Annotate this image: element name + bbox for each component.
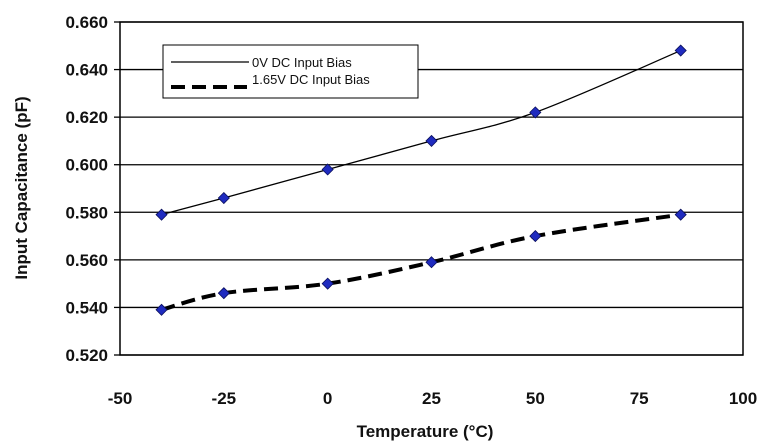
data-point-marker — [217, 287, 230, 300]
data-point-marker — [217, 191, 230, 205]
x-tick-labels: -50 -25 0 25 50 75 100 — [108, 389, 757, 408]
data-point-marker — [155, 208, 168, 221]
data-point-marker — [321, 277, 334, 290]
data-point-marker — [674, 208, 687, 221]
y-tick-label: 0.580 — [65, 203, 108, 222]
series-line-dashed — [161, 212, 681, 312]
data-point-marker — [425, 256, 438, 269]
y-tick-label: 0.520 — [65, 346, 108, 365]
legend-box — [162, 44, 419, 99]
plot-frame — [119, 21, 744, 356]
data-point-marker — [155, 303, 168, 316]
data-point-marker — [674, 44, 687, 57]
x-tick-label: 100 — [729, 389, 757, 408]
y-tick-label: 0.540 — [65, 298, 108, 317]
x-tick-label: 0 — [323, 389, 332, 408]
markers-group — [155, 44, 687, 316]
data-point-marker — [321, 163, 334, 176]
x-tick-label: 25 — [422, 389, 441, 408]
x-tick-label: -50 — [108, 389, 133, 408]
y-tick-label: 0.560 — [65, 251, 108, 270]
x-tick-label: 50 — [526, 389, 545, 408]
data-point-marker — [425, 134, 438, 147]
y-tick-label: 0.640 — [65, 61, 108, 80]
y-axis-title: Input Capacitance (pF) — [12, 96, 31, 279]
legend-label-0v: 0V DC Input Bias — [252, 55, 352, 70]
legend: 0V DC Input Bias 1.65V DC Input Bias — [162, 44, 419, 99]
y-tick-label: 0.620 — [65, 108, 108, 127]
data-point-marker — [529, 230, 542, 243]
y-tick-labels: 0.520 0.540 0.560 0.580 0.600 0.620 0.640 0.660 — [65, 13, 108, 365]
x-tick-label: 75 — [630, 389, 649, 408]
y-tick-label: 0.660 — [65, 13, 108, 32]
y-tick-label: 0.600 — [65, 156, 108, 175]
data-point-marker — [529, 106, 542, 119]
x-tick-label: -25 — [212, 389, 237, 408]
x-axis-title: Temperature (°C) — [357, 422, 494, 441]
legend-label-165v: 1.65V DC Input Bias — [252, 72, 370, 87]
